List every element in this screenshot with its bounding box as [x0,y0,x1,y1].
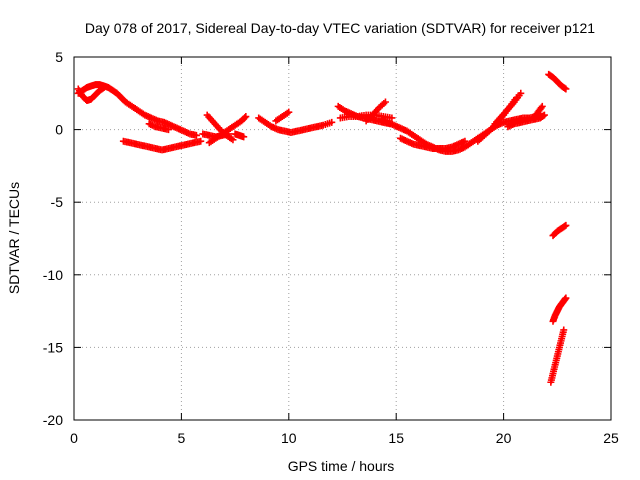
data-point [241,114,249,122]
x-tick-label: 15 [388,430,404,446]
data-point [192,131,200,139]
data-point [461,137,469,145]
series-arc-9 [255,114,336,137]
data-point [229,136,237,144]
y-tick-label: -5 [51,194,64,210]
y-tick-label: 0 [55,122,63,138]
series-arc-22 [549,294,570,325]
data-point [562,221,570,229]
chart-title: Day 078 of 2017, Sidereal Day-to-day VTE… [85,20,595,36]
series-arc-8 [231,130,248,141]
data-point [240,133,248,141]
data-point [562,294,570,302]
series-arc-20 [545,70,570,93]
data-point [560,326,568,334]
data-point [562,85,570,93]
data-point [388,114,396,122]
series-arc-17 [491,89,525,128]
series-arc-2 [74,83,108,105]
data-point [517,89,525,97]
data-point [328,118,336,126]
data-point [538,102,546,110]
series-arc-7 [199,130,233,141]
series-arc-15 [396,134,469,152]
series-arc-13 [362,98,389,125]
data-point [381,98,389,106]
x-tick-label: 25 [603,430,619,446]
series-arc-19 [530,102,546,122]
y-axis-label: SDTVAR / TECUs [6,182,22,294]
x-tick-label: 5 [178,430,186,446]
data-point [165,126,173,134]
series-arc-4 [145,120,173,134]
data-point [100,83,108,91]
data-point [242,113,250,121]
x-tick-label: 0 [70,430,78,446]
y-tick-label: -15 [43,339,63,355]
series-arc-3 [119,137,205,154]
data-point [540,111,548,119]
series-arc-23 [547,326,568,386]
x-tick-label: 20 [496,430,512,446]
data-point [225,130,233,138]
y-tick-label: 5 [55,49,63,65]
x-tick-label: 10 [281,430,297,446]
data-point [285,108,293,116]
axis-ticks: 0 5 10 15 20 25 5 0 -5 -10 -15 -20 [43,49,619,446]
plot-frame [73,56,612,421]
y-tick-label: -20 [43,412,63,428]
data-points [74,70,570,386]
x-axis-label: GPS time / hours [288,458,395,474]
y-tick-label: -10 [43,267,63,283]
series-arc-10 [272,108,293,125]
data-point [197,137,205,145]
data-point [537,104,545,112]
series-arc-21 [549,221,570,240]
